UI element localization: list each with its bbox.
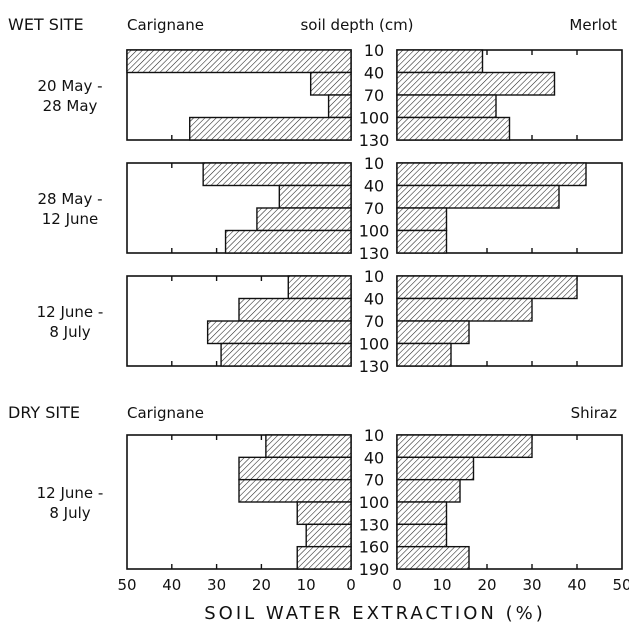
period-label-line: 8 July [49, 323, 90, 341]
bar-carignane-3-3 [206, 320, 352, 345]
depth-label: 160 [359, 538, 390, 557]
depth-label: 70 [364, 312, 384, 331]
bar-merlot-1-4 [396, 116, 511, 141]
dry-site-label: DRY SITE [8, 403, 80, 422]
bar-carignane-1-2 [309, 71, 352, 96]
depth-label: 40 [364, 290, 384, 309]
bar-shiraz-4-6 [396, 545, 470, 570]
bar-carignane-3-1 [287, 275, 352, 300]
depth-label: 40 [364, 177, 384, 196]
dry-right-cultivar-label: Shiraz [571, 404, 618, 422]
dry-left-cultivar-label: Carignane [127, 404, 204, 422]
x-tick-label-right: 50 [612, 576, 629, 594]
bar-merlot-2-3 [396, 207, 448, 232]
period-label-line: 28 May - [37, 190, 102, 208]
period-label-line: 28 May [43, 97, 98, 115]
x-tick-label-right: 10 [432, 576, 451, 594]
x-tick-labels: 50 40 30 20 10 0 0 10 20 30 40 50 [117, 576, 629, 594]
bar-merlot-1-3 [396, 94, 497, 119]
bar-shiraz-4-5 [396, 523, 448, 548]
bar-carignane-2-4 [224, 229, 352, 254]
depth-label: 100 [359, 335, 390, 354]
bar-merlot-2-4 [396, 229, 448, 254]
panel-1: 10 40 70 100 130 20 May - 28 May [37, 41, 623, 150]
panel-3: 10 40 70 100 130 12 June - 8 July [37, 267, 623, 376]
bar-carignane-1-3 [327, 94, 352, 119]
period-label-line: 12 June - [37, 484, 104, 502]
x-tick-label-left: 50 [117, 576, 136, 594]
depth-label: 10 [364, 267, 384, 286]
panel-2: 10 40 70 100 130 28 May - 12 June [37, 154, 623, 263]
x-tick-label-left: 20 [252, 576, 271, 594]
bar-carignane-1-4 [189, 116, 352, 141]
bar-merlot-3-4 [396, 342, 452, 367]
x-tick-label-left: 40 [162, 576, 181, 594]
bar-merlot-1-2 [396, 71, 556, 96]
x-tick-label-right: 0 [392, 576, 402, 594]
depth-label: 130 [359, 244, 390, 263]
panel-4: 10 40 70 100 130 160 190 12 June - 8 July [37, 426, 623, 579]
soil-depth-label: soil depth (cm) [300, 16, 413, 34]
x-tick-label-left: 0 [346, 576, 356, 594]
bar-carignane-3-4 [220, 342, 352, 367]
depth-label: 130 [359, 515, 390, 534]
bar-shiraz-4-1 [396, 434, 533, 459]
period-label-line: 12 June - [37, 303, 104, 321]
bar-carignane-4-4 [296, 501, 352, 526]
depth-label: 70 [364, 471, 384, 490]
bar-merlot-3-2 [396, 297, 533, 322]
depth-label: 10 [364, 41, 384, 60]
bar-carignane-2-3 [256, 207, 352, 232]
depth-label: 40 [364, 64, 384, 83]
depth-label: 130 [359, 357, 390, 376]
bar-carignane-4-6 [296, 545, 352, 570]
wet-site-label: WET SITE [8, 15, 84, 34]
wet-right-cultivar-label: Merlot [569, 16, 617, 34]
bar-carignane-4-1 [265, 434, 352, 459]
period-label-line: 12 June [42, 210, 99, 228]
bar-merlot-2-2 [396, 184, 560, 209]
bar-carignane-2-1 [202, 162, 352, 187]
x-tick-label-right: 40 [567, 576, 586, 594]
x-tick-label-right: 30 [522, 576, 541, 594]
bar-merlot-1-1 [396, 49, 484, 74]
period-label-line: 8 July [49, 504, 90, 522]
depth-label: 100 [359, 493, 390, 512]
bar-carignane-3-2 [238, 297, 352, 322]
bar-merlot-2-1 [396, 162, 587, 187]
x-axis-label: SOIL WATER EXTRACTION (%) [204, 603, 546, 624]
bar-carignane-4-5 [305, 523, 352, 548]
period-label-line: 20 May - [37, 77, 102, 95]
depth-label: 100 [359, 109, 390, 128]
bar-merlot-3-1 [396, 275, 578, 300]
depth-label: 10 [364, 154, 384, 173]
depth-label: 190 [359, 560, 390, 579]
wet-left-cultivar-label: Carignane [127, 16, 204, 34]
depth-label: 70 [364, 199, 384, 218]
x-tick-label-right: 20 [477, 576, 496, 594]
bar-carignane-4-2 [238, 456, 352, 481]
x-tick-label-left: 30 [207, 576, 226, 594]
bar-shiraz-4-4 [396, 501, 448, 526]
depth-label: 40 [364, 448, 384, 467]
bar-shiraz-4-3 [396, 478, 461, 503]
depth-label: 70 [364, 86, 384, 105]
depth-label: 100 [359, 222, 390, 241]
depth-label: 130 [359, 131, 390, 150]
bar-shiraz-4-2 [396, 456, 475, 481]
bar-carignane-1-1 [126, 49, 352, 74]
panels-group: 10 40 70 100 130 20 May - 28 May 10 40 70 100 130 28… [37, 41, 623, 579]
bar-carignane-2-2 [278, 184, 352, 209]
bar-carignane-4-3 [238, 478, 352, 503]
depth-label: 10 [364, 426, 384, 445]
bar-merlot-3-3 [396, 320, 470, 345]
x-tick-label-left: 10 [297, 576, 316, 594]
